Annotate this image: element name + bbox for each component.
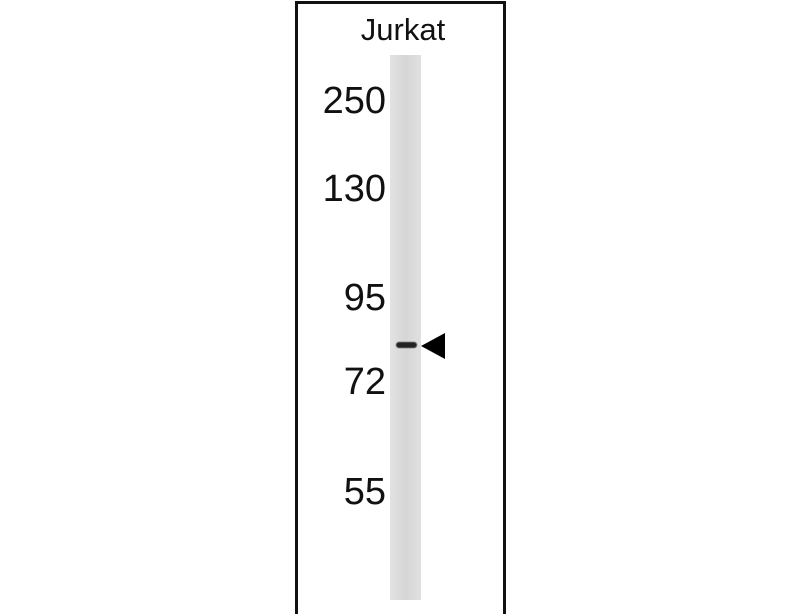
marker-72: 72 — [343, 361, 386, 403]
protein-band — [396, 342, 417, 348]
lane-label: Jurkat — [360, 12, 446, 47]
arrowhead-icon — [421, 333, 445, 359]
marker-130: 130 — [322, 168, 386, 210]
gel-lane — [390, 55, 421, 600]
marker-95: 95 — [343, 277, 386, 319]
marker-250: 250 — [322, 80, 386, 122]
marker-55: 55 — [343, 471, 386, 513]
